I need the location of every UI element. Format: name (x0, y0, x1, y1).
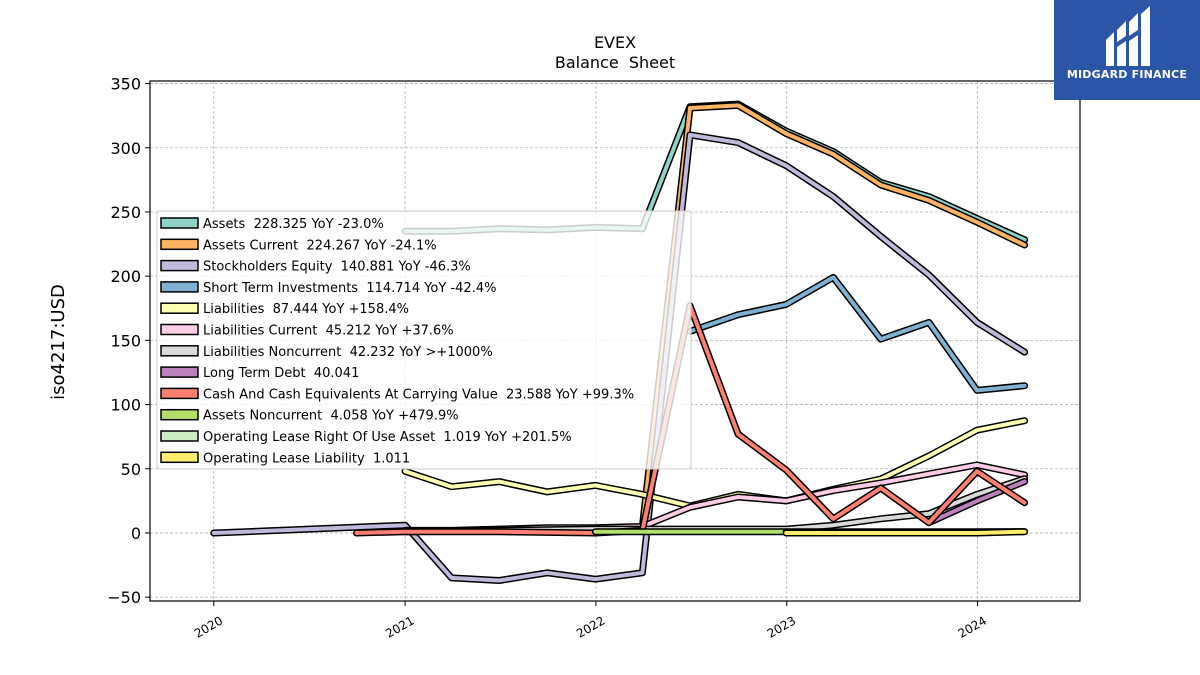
legend-swatch (160, 430, 199, 442)
legend-swatch (160, 302, 199, 314)
brand-name: MIDGARD FINANCE (1066, 68, 1188, 81)
series-line (926, 479, 1027, 525)
legend-swatch (160, 238, 199, 251)
midgard-finance-logo: MIDGARD FINANCE (1054, 0, 1200, 100)
legend-label: Operating Lease Liability 1.011 (203, 451, 410, 466)
legend-label: Assets Current 224.267 YoY -24.1% (203, 238, 437, 253)
legend: Assets 228.325 YoY -23.0% Assets Current … (156, 210, 692, 470)
legend-swatch (160, 345, 199, 357)
legend-label: Assets 228.325 YoY -23.0% (203, 217, 384, 232)
series-1 (638, 101, 1029, 530)
legend-swatch (160, 217, 199, 229)
legend-item: Cash And Cash Equivalents At Carrying Va… (160, 387, 634, 402)
legend-label: Operating Lease Right Of Use Asset 1.019… (203, 430, 572, 445)
legend-item: Operating Lease Right Of Use Asset 1.019… (160, 430, 572, 445)
series-line (640, 103, 1027, 529)
y-tick-label: −50 (107, 588, 141, 607)
legend-item: Operating Lease Liability 1.011 (160, 451, 410, 466)
legend-item: Stockholders Equity 140.881 YoY -46.3% (160, 259, 471, 275)
plot-frame (149, 80, 1081, 602)
series-line (784, 529, 1027, 535)
legend-item: Long Term Debt 40.041 (160, 366, 359, 381)
series-7 (925, 478, 1029, 527)
y-tick-label: 250 (110, 203, 141, 222)
x-tick-label: 2022 (574, 613, 607, 640)
y-tick-label: 0 (131, 524, 141, 543)
legend-label: Cash And Cash Equivalents At Carrying Va… (203, 387, 634, 402)
chart-title: EVEX (594, 33, 636, 52)
legend-item: Liabilities Noncurrent 42.232 YoY >+1000… (160, 345, 493, 360)
y-axis-label: iso4217:USD (48, 284, 69, 400)
y-tick-label: 200 (110, 267, 141, 286)
legend-label: Short Term Investments 114.714 YoY -42.4… (203, 281, 496, 296)
series-outline (686, 273, 1029, 394)
series-line (688, 275, 1027, 393)
legend-item: Assets Current 224.267 YoY -24.1% (160, 238, 437, 253)
legend-label: Assets Noncurrent 4.058 YoY +479.9% (203, 409, 459, 424)
legend-item: Short Term Investments 114.714 YoY -42.4… (160, 281, 496, 296)
x-tick-label: 2020 (192, 613, 225, 640)
x-tick-label: 2021 (383, 613, 416, 640)
legend-item: Liabilities Current 45.212 YoY +37.6% (160, 323, 454, 339)
legend-swatch (160, 323, 199, 336)
legend-item: Assets 228.325 YoY -23.0% (160, 217, 384, 232)
legend-label: Liabilities Noncurrent 42.232 YoY >+1000… (203, 345, 493, 360)
legend-swatch (160, 259, 199, 272)
series-3 (686, 273, 1029, 394)
series-line (354, 303, 1027, 535)
legend-swatch (160, 281, 199, 293)
legend-item: Liabilities 87.444 YoY +158.4% (160, 302, 409, 317)
y-tick-label: 50 (121, 460, 141, 479)
x-tick-label: 2024 (956, 613, 989, 640)
legend-box (156, 210, 692, 470)
legend-swatch (160, 451, 199, 464)
y-tick-label: 100 (110, 396, 141, 415)
y-tick-label: 150 (110, 331, 141, 350)
legend-label: Liabilities Current 45.212 YoY +37.6% (203, 324, 454, 339)
y-tick-label: 350 (110, 75, 141, 94)
legend-label: Liabilities 87.444 YoY +158.4% (203, 302, 409, 317)
legend-swatch (160, 387, 199, 400)
series-11 (782, 528, 1029, 537)
legend-label: Stockholders Equity 140.881 YoY -46.3% (203, 260, 471, 275)
legend-swatch (160, 366, 199, 378)
series-8 (353, 302, 1029, 537)
y-tick-label: 300 (110, 139, 141, 158)
legend-item: Assets Noncurrent 4.058 YoY +479.9% (160, 408, 459, 424)
legend-swatch (160, 408, 199, 421)
chart-subtitle: Balance Sheet (555, 53, 675, 72)
x-tick-label: 2023 (765, 613, 798, 640)
series-line (211, 132, 1027, 583)
series-2 (210, 131, 1029, 584)
midgard-logo-mark-icon (1106, 6, 1150, 66)
legend-label: Long Term Debt 40.041 (203, 366, 359, 381)
